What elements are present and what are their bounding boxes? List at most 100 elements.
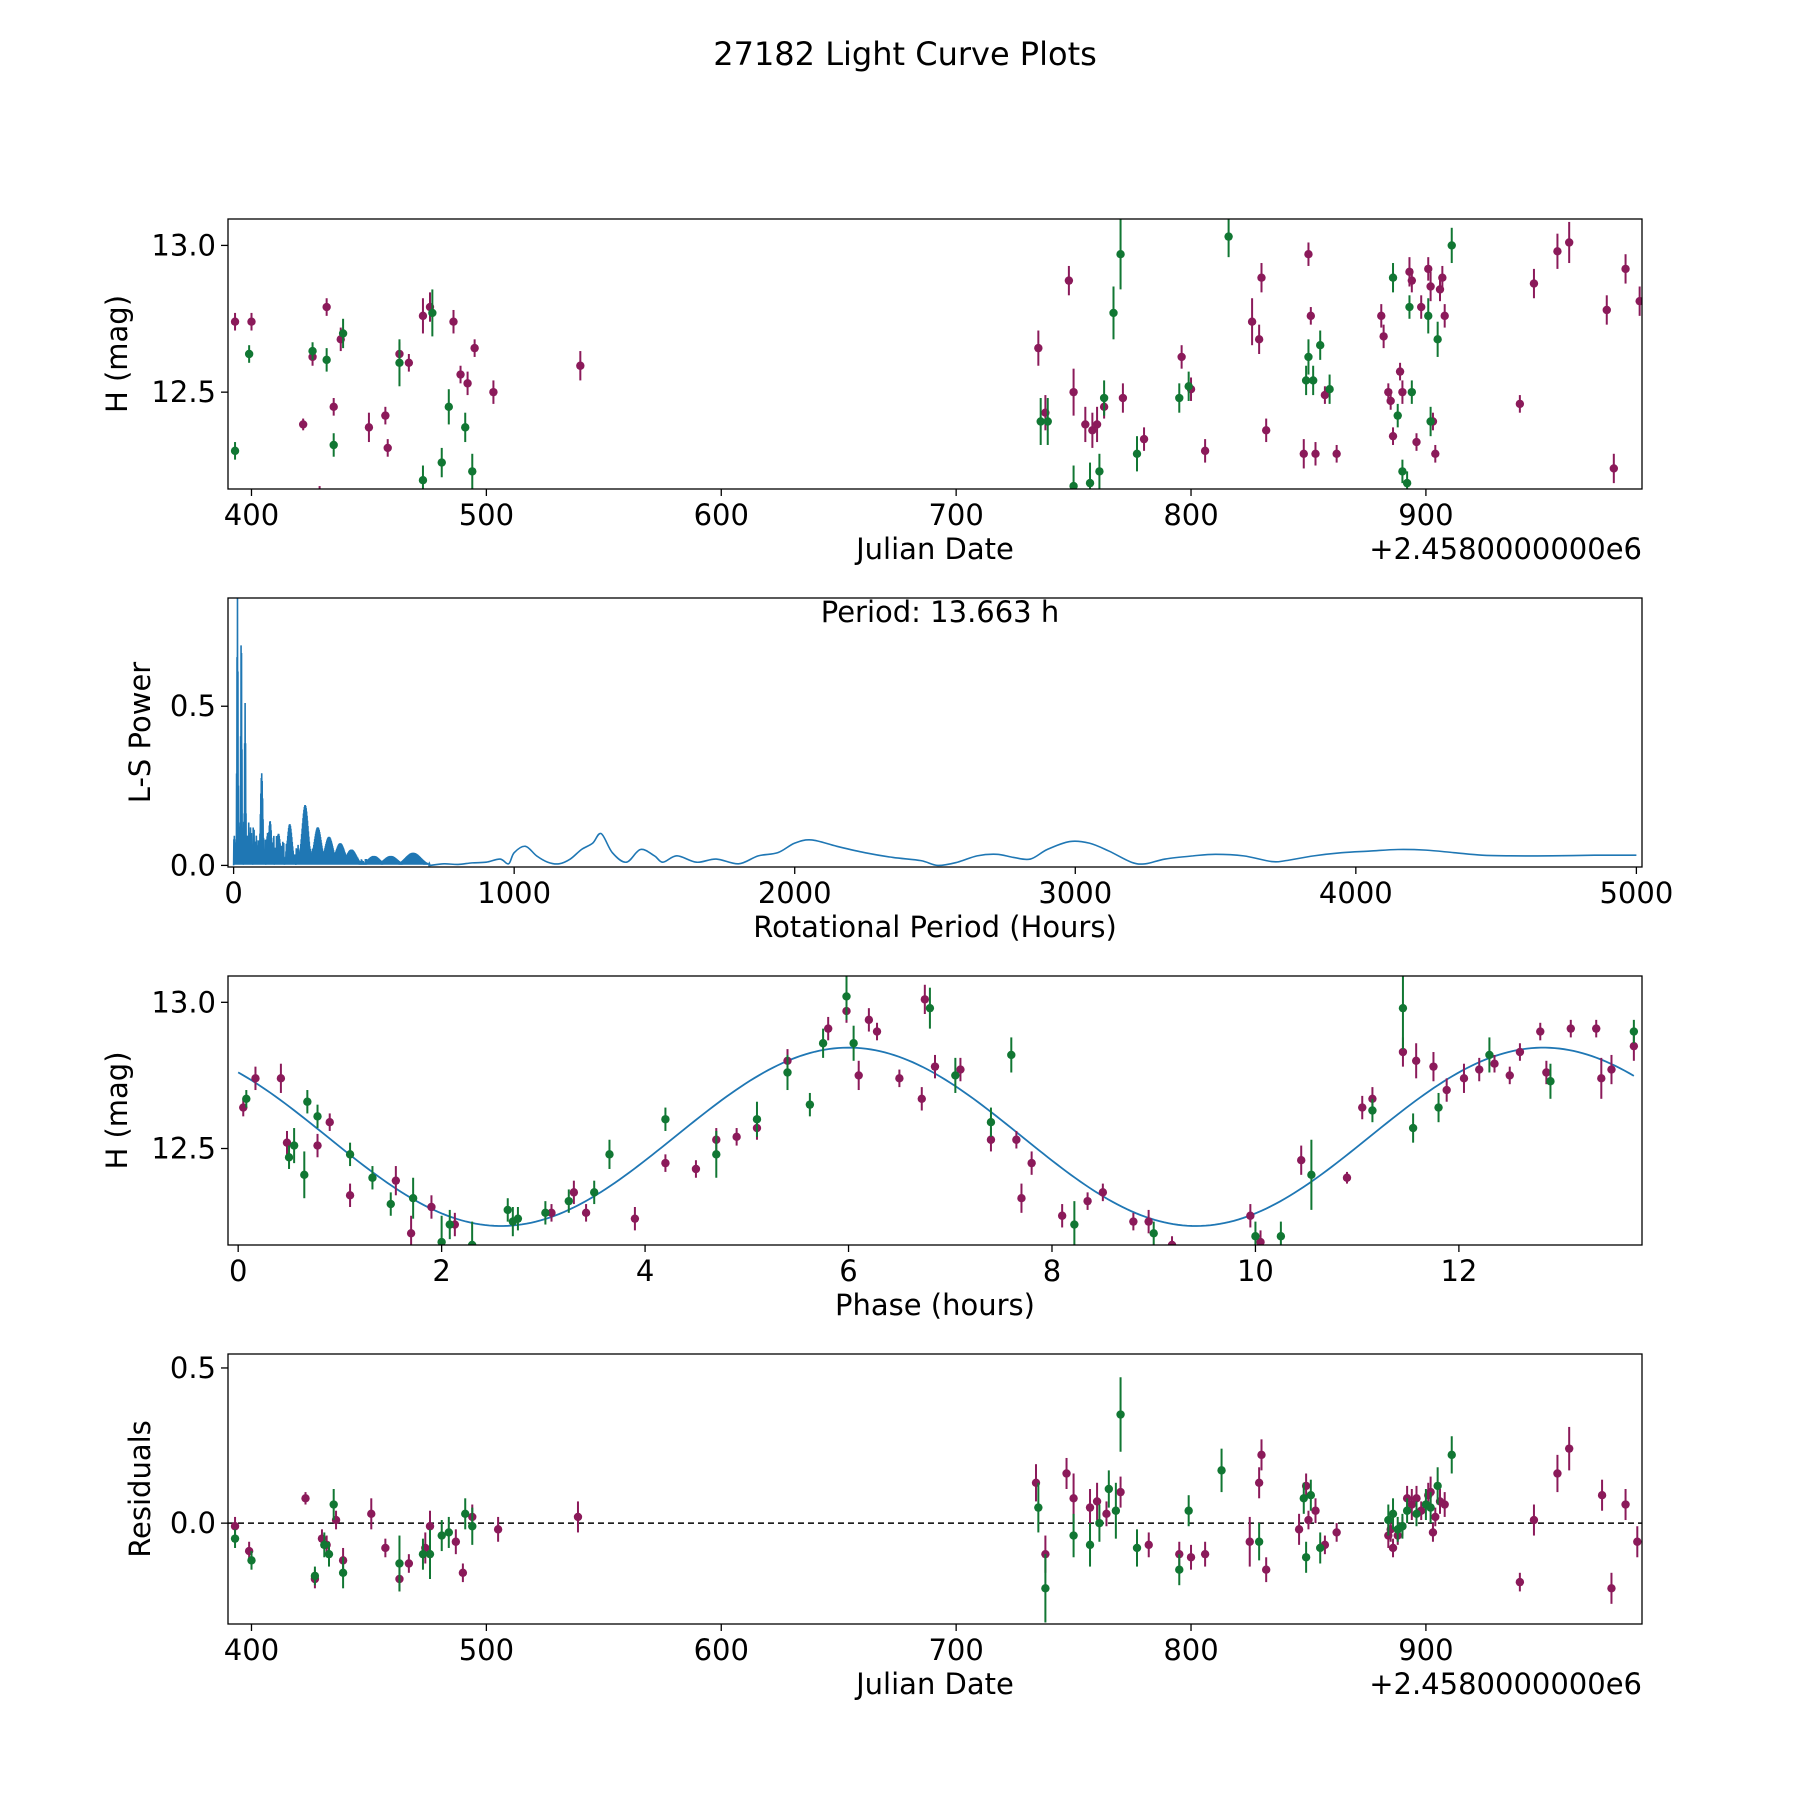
marker — [1069, 1494, 1078, 1503]
data-point — [1308, 365, 1318, 396]
panel-residuals: 400 500 600 700 800 900 0.0 0.5 Julian Date Resid… — [123, 1351, 1643, 1701]
marker — [313, 1141, 322, 1150]
data-point — [301, 1492, 310, 1505]
data-point — [1200, 439, 1210, 463]
data-point — [1085, 1489, 1095, 1527]
data-point — [1424, 257, 1433, 281]
marker — [1607, 1065, 1616, 1074]
data-point — [1069, 368, 1078, 416]
marker — [1254, 1537, 1264, 1546]
marker — [1411, 1056, 1421, 1065]
x-tick: 2 — [432, 1245, 451, 1288]
data-point — [1384, 1504, 1393, 1536]
data-point — [630, 1206, 640, 1231]
data-point — [1447, 1436, 1456, 1474]
x-tick: 4000 — [1319, 867, 1393, 910]
data-point — [367, 1498, 376, 1530]
data-point — [1257, 1439, 1266, 1471]
data-point — [1629, 1019, 1639, 1044]
marker — [752, 1115, 762, 1124]
y-axis-label: H (mag) — [100, 1051, 134, 1169]
data-point — [381, 1538, 390, 1558]
data-point — [247, 312, 256, 331]
marker — [1102, 1509, 1111, 1519]
data-point — [418, 465, 428, 489]
marker — [320, 1540, 329, 1550]
x-tick: 800 — [1163, 1624, 1219, 1667]
data-point — [1043, 398, 1052, 445]
y-tick: 12.5 — [151, 1132, 228, 1166]
marker — [1417, 302, 1426, 312]
data-point — [1116, 219, 1125, 290]
marker — [547, 1208, 556, 1218]
data-point — [1412, 433, 1421, 451]
data-point — [1261, 418, 1271, 443]
marker — [605, 1150, 614, 1159]
marker — [461, 423, 470, 432]
data-point — [1041, 1554, 1050, 1623]
marker — [1175, 393, 1184, 403]
data-point — [247, 1551, 256, 1570]
marker — [1186, 1553, 1196, 1562]
marker — [1104, 1484, 1114, 1494]
data-point — [381, 406, 390, 425]
panel-periodogram: Period: 13.663 h 0 1000 2000 3000 4000 5000 0.0… — [123, 595, 1673, 944]
marker — [732, 1132, 741, 1142]
data-point — [303, 1090, 312, 1114]
data-point — [1034, 1482, 1043, 1533]
data-point — [1036, 398, 1045, 445]
marker — [322, 355, 331, 365]
data-point — [1529, 268, 1539, 299]
marker — [1139, 434, 1149, 444]
data-point — [310, 1566, 320, 1586]
marker — [1245, 1537, 1254, 1546]
data-point — [1402, 1498, 1412, 1524]
marker — [1431, 1512, 1440, 1522]
data-point — [590, 1180, 599, 1205]
data-point — [251, 1066, 260, 1091]
marker — [284, 1153, 294, 1162]
data-point — [1395, 362, 1405, 381]
marker — [1607, 1584, 1616, 1593]
data-point — [1442, 1078, 1451, 1102]
marker — [445, 1220, 454, 1229]
data-point — [1332, 444, 1341, 463]
marker — [364, 423, 374, 432]
marker — [1246, 1211, 1255, 1220]
data-point — [569, 1180, 579, 1205]
data-point — [449, 309, 458, 334]
x-tick-label: 400 — [224, 1633, 279, 1667]
marker — [427, 1202, 436, 1212]
x-tick: 900 — [1398, 489, 1454, 532]
x-tick-label: 800 — [1163, 1633, 1218, 1667]
marker — [329, 1500, 338, 1509]
marker — [444, 402, 453, 412]
data-point — [1609, 453, 1619, 484]
data-point — [1388, 427, 1398, 445]
marker — [1412, 1494, 1421, 1503]
marker — [818, 1039, 828, 1048]
x-axis-label: Julian Date — [854, 532, 1014, 566]
data-point — [1129, 1212, 1138, 1231]
data-point — [1301, 1541, 1311, 1573]
marker — [1592, 1024, 1601, 1033]
data-point — [712, 1130, 721, 1178]
marker — [468, 467, 477, 476]
marker — [368, 1173, 377, 1182]
marker — [322, 302, 331, 312]
data-point — [1081, 406, 1090, 443]
x-axis-label: Phase (hours) — [835, 1288, 1035, 1322]
data-point — [244, 345, 254, 363]
x-axis-label: Rotational Period (Hours) — [753, 910, 1117, 944]
axes-frame — [227, 597, 1643, 868]
data-point — [1429, 1052, 1438, 1082]
y-tick-label: 0.0 — [170, 848, 216, 882]
marker — [986, 1117, 996, 1127]
data-point — [513, 1206, 523, 1231]
marker — [428, 308, 437, 318]
marker — [1515, 1047, 1525, 1057]
data-point — [300, 1151, 309, 1199]
data-point — [368, 1166, 377, 1190]
data-point — [1177, 345, 1186, 369]
x-tick: 500 — [459, 489, 514, 532]
